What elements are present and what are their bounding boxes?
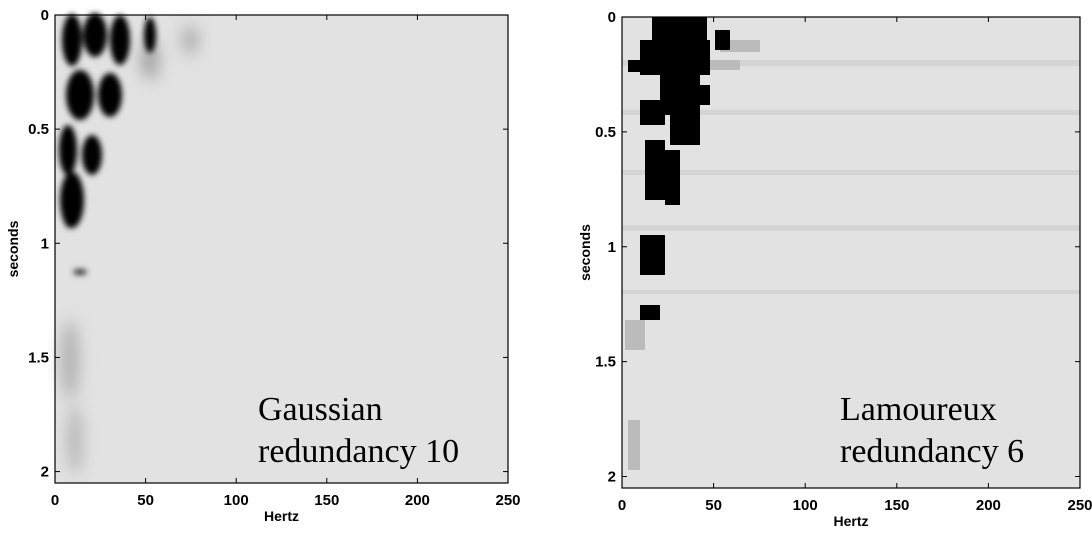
x-tick-label: 0 xyxy=(618,497,626,514)
x-tick-label: 200 xyxy=(405,492,430,509)
x-tick-label: 200 xyxy=(976,497,1001,514)
y-tick-label: 2 xyxy=(608,469,616,486)
y-axis-label: seconds xyxy=(5,220,21,277)
y-tick-label: 2 xyxy=(41,464,49,481)
x-axis-label: Hertz xyxy=(264,508,299,524)
y-tick-label: 1 xyxy=(608,239,616,256)
x-tick-label: 0 xyxy=(51,492,59,509)
plot-frame xyxy=(54,14,509,484)
y-tick-label: 0.5 xyxy=(595,124,616,141)
x-tick-label: 150 xyxy=(884,497,909,514)
spectrogram-texture xyxy=(59,13,198,475)
annotation: redundancy 6 xyxy=(840,433,1024,470)
y-tick-label: 0 xyxy=(608,9,616,26)
y-tick-label: 1.5 xyxy=(28,349,49,366)
plot-frame xyxy=(621,16,1081,489)
x-tick-label: 250 xyxy=(1067,497,1092,514)
x-tick-label: 50 xyxy=(137,492,154,509)
x-tick-label: 250 xyxy=(495,492,520,509)
y-tick-label: 1 xyxy=(41,235,49,252)
annotation: redundancy 10 xyxy=(258,433,459,470)
x-tick-label: 100 xyxy=(224,492,249,509)
y-tick-label: 1.5 xyxy=(595,354,616,371)
x-tick-label: 150 xyxy=(314,492,339,509)
annotation: Lamoureux xyxy=(840,391,997,428)
x-tick-label: 50 xyxy=(705,497,722,514)
y-tick-label: 0.5 xyxy=(28,121,49,138)
y-tick-label: 0 xyxy=(41,7,49,24)
x-axis-label: Hertz xyxy=(833,513,868,529)
plot-background xyxy=(55,15,508,483)
y-axis-label: seconds xyxy=(577,224,593,281)
spectrogram-texture xyxy=(622,17,1080,470)
annotation: Gaussian xyxy=(258,391,383,428)
x-tick-label: 100 xyxy=(793,497,818,514)
